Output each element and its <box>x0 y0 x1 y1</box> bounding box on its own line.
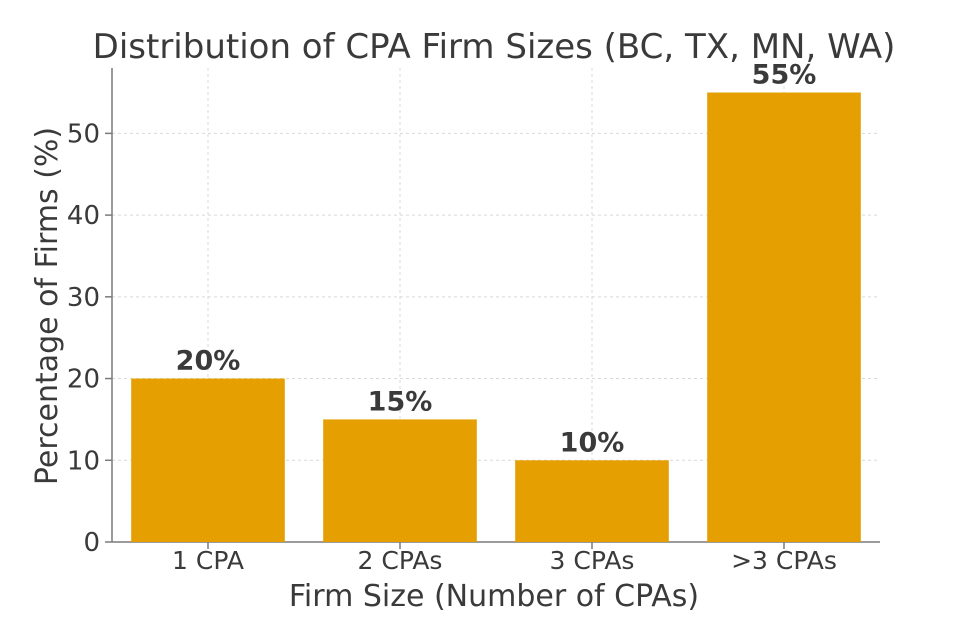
data-label: 10% <box>560 427 625 458</box>
x-tick-label: 3 CPAs <box>550 546 635 575</box>
data-label: 15% <box>368 386 433 417</box>
bar <box>515 460 669 542</box>
bar <box>707 92 861 542</box>
y-axis-title: Percentage of Firms (%) <box>30 127 65 485</box>
axes: 0 10 20 30 40 50 1 CPA 2 CPAs 3 CPAs >3 CPAs <box>67 68 880 575</box>
bar <box>323 419 477 542</box>
y-tick-label: 10 <box>67 446 100 476</box>
y-tick-label: 40 <box>67 201 100 231</box>
y-tick-label: 30 <box>67 283 100 313</box>
data-label: 20% <box>176 346 241 377</box>
data-label: 55% <box>752 60 817 91</box>
y-tick-label: 0 <box>83 528 100 558</box>
data-labels: 20% 15% 10% 55% <box>176 60 817 459</box>
x-axis-title: Firm Size (Number of CPAs) <box>289 579 699 614</box>
x-tick-label: >3 CPAs <box>731 546 837 575</box>
y-tick-label: 20 <box>67 365 100 395</box>
bar <box>131 378 285 542</box>
chart-title: Distribution of CPA Firm Sizes (BC, TX, … <box>93 27 896 67</box>
y-tick-label: 50 <box>67 119 100 149</box>
x-tick-label: 1 CPA <box>172 546 244 575</box>
x-tick-label: 2 CPAs <box>358 546 443 575</box>
bars <box>131 92 861 542</box>
